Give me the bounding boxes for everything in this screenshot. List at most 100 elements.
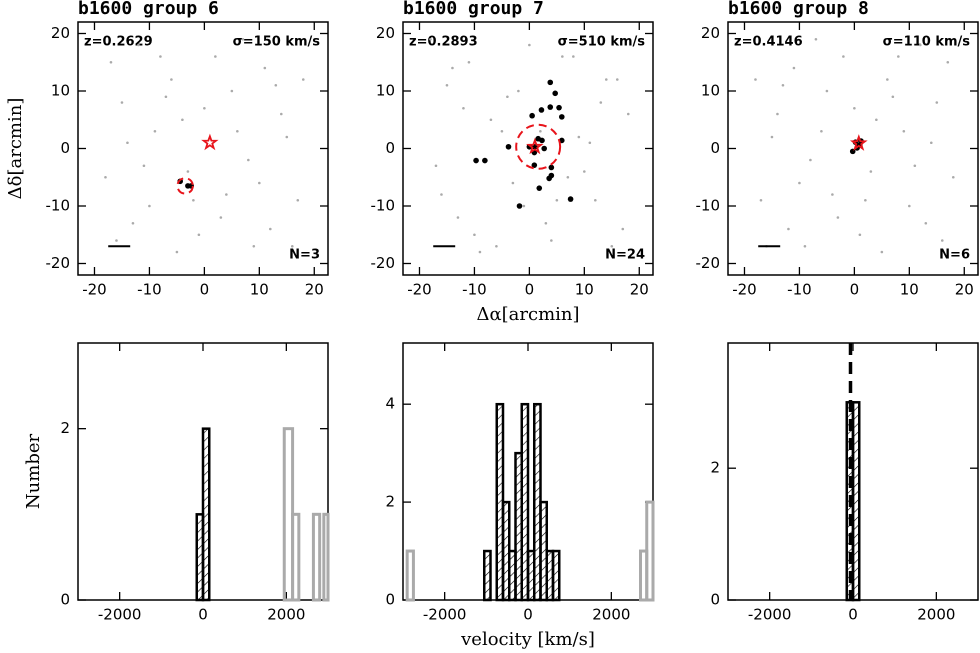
member-galaxy (505, 143, 512, 150)
field-galaxy (781, 83, 785, 87)
other-bar (405, 549, 415, 602)
group-center (201, 133, 219, 151)
y-tick-label: 4 (385, 395, 395, 413)
field-galaxy (891, 95, 895, 99)
field-galaxy (770, 135, 774, 139)
field-galaxy (842, 55, 845, 58)
member-galaxy (567, 196, 574, 202)
field-galaxy (269, 227, 272, 231)
field-galaxy (478, 250, 482, 254)
field-galaxy (181, 118, 184, 122)
field-galaxy (615, 78, 619, 81)
field-galaxy (836, 216, 840, 219)
x-tick-label: -10 (787, 281, 812, 299)
field-galaxy (192, 198, 195, 202)
member-galaxy (552, 90, 558, 97)
field-galaxy (203, 106, 206, 110)
field-galaxy (517, 89, 520, 93)
x-axis-label: velocity [km/s] (460, 629, 595, 650)
field-galaxy (924, 221, 928, 225)
panel-title: b1600 group 6 (78, 0, 219, 19)
field-galaxy (539, 129, 542, 133)
member-galaxy (558, 114, 565, 120)
member-galaxy (548, 164, 555, 171)
field-galaxy (429, 37, 432, 41)
y-tick-label: 20 (376, 24, 395, 42)
x-tick-label: 2000 (267, 606, 305, 624)
x-tick-label: 10 (250, 281, 269, 299)
field-galaxy (776, 112, 779, 116)
member-galaxy (548, 172, 555, 179)
field-galaxy (754, 78, 757, 81)
field-galaxy (831, 193, 834, 196)
field-galaxy (897, 55, 900, 58)
field-galaxy (610, 244, 614, 248)
field-galaxy (104, 175, 107, 179)
group-radius (176, 177, 194, 195)
field-galaxy (451, 66, 454, 70)
field-galaxy (120, 101, 124, 104)
x-tick-label: 0 (525, 281, 535, 299)
field-galaxy (929, 141, 933, 145)
field-galaxy (197, 233, 201, 237)
x-tick-label: -10 (462, 281, 487, 299)
member-galaxy (547, 104, 554, 110)
other-bar (291, 512, 301, 602)
member-galaxy (535, 135, 541, 142)
y-tick-label: 0 (385, 591, 395, 609)
field-galaxy (506, 95, 509, 99)
field-galaxy (626, 112, 630, 116)
field-galaxy (875, 118, 878, 122)
field-galaxy (258, 181, 261, 185)
y-tick-label: -10 (696, 197, 721, 215)
x-tick-label: -20 (732, 281, 757, 299)
field-galaxy (445, 83, 449, 87)
y-tick-label: 2 (710, 459, 720, 477)
field-galaxy (170, 78, 173, 81)
field-galaxy (186, 170, 190, 173)
field-galaxy (301, 78, 305, 81)
y-tick-label: 10 (51, 82, 70, 100)
field-galaxy (159, 55, 162, 58)
field-galaxy (787, 227, 790, 231)
field-galaxy (566, 175, 570, 179)
field-galaxy (935, 101, 939, 104)
x-tick-label: 20 (305, 281, 324, 299)
field-galaxy (853, 106, 856, 110)
dispersion-label: σ=150 km/s (233, 35, 321, 50)
member-galaxy (547, 79, 554, 86)
field-galaxy (137, 43, 140, 47)
x-tick-label: -10 (137, 281, 162, 299)
field-galaxy (908, 204, 911, 208)
field-galaxy (230, 89, 234, 93)
field-galaxy (175, 250, 179, 254)
field-galaxy (247, 158, 250, 162)
member-galaxy (529, 112, 535, 119)
field-galaxy (572, 55, 575, 58)
x-tick-label: 2000 (592, 606, 630, 624)
field-galaxy (820, 129, 823, 133)
member-galaxy (538, 107, 545, 113)
x-tick-label: -2000 (748, 606, 792, 624)
field-galaxy (456, 216, 460, 219)
member-galaxy (536, 185, 543, 191)
field-galaxy (621, 227, 625, 231)
field-galaxy (792, 66, 796, 70)
field-galaxy (555, 198, 559, 202)
field-galaxy (858, 233, 862, 237)
y-tick-label: 20 (51, 24, 70, 42)
field-galaxy (473, 233, 476, 237)
other-bar (645, 500, 655, 602)
field-galaxy (803, 244, 807, 248)
panel-title: b1600 group 8 (728, 0, 869, 19)
x-tick-label: 10 (900, 281, 919, 299)
y-tick-label: 2 (60, 419, 70, 437)
other-bar (322, 512, 330, 602)
member-bar (851, 401, 861, 602)
field-galaxy (511, 181, 515, 185)
field-galaxy (604, 78, 608, 81)
field-galaxy (462, 106, 465, 110)
x-tick-label: 0 (848, 606, 858, 624)
redshift-label: z=0.2629 (84, 35, 153, 50)
field-galaxy (153, 129, 157, 133)
